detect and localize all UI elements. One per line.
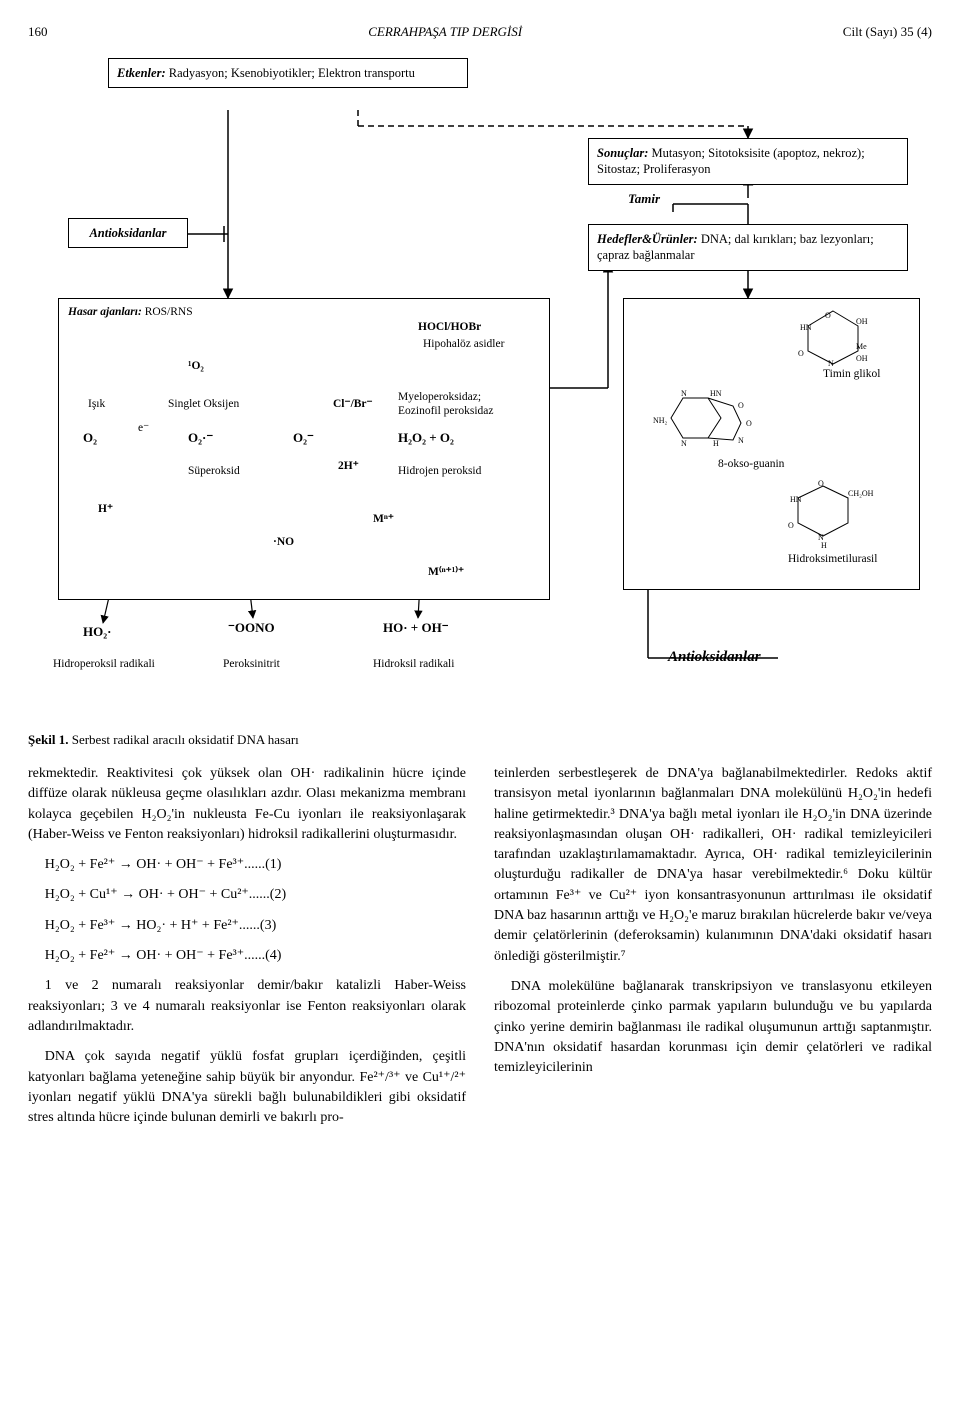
chem-no: ·NO: [273, 536, 294, 550]
molecule-hidroksimetilurasil: HN O CH₂OH O N H: [788, 478, 878, 548]
svg-text:NH₂: NH₂: [653, 416, 668, 425]
box-sonuclar: Sonuçlar: Mutasyon; Sitotoksisite (apopt…: [588, 138, 908, 185]
box-hedefler: Hedefler&Ürünler: DNA; dal kırıkları; ba…: [588, 224, 908, 271]
label-superoksid: Süperoksid: [188, 465, 240, 479]
label-timin: Timin glikol: [823, 368, 880, 382]
svg-text:O: O: [788, 521, 794, 530]
svg-text:O: O: [825, 311, 831, 320]
left-p3: DNA çok sayıda negatif yüklü fosfat grup…: [28, 1047, 466, 1128]
label-hidroksimetil: Hidroksimetilurasil: [788, 553, 877, 567]
chem-clbr: Cl⁻/Br⁻: [333, 398, 373, 412]
column-right: teinlerden serbestleşerek de DNA'ya bağl…: [494, 764, 932, 1138]
svg-text:H: H: [821, 541, 827, 548]
label-hidroperoksil: Hidroperoksil radikali: [53, 658, 155, 672]
svg-text:N: N: [828, 359, 834, 366]
eq2: H₂O₂ + Cu¹⁺ → OH· + OH⁻ + Cu²⁺......(2): [28, 885, 466, 905]
svg-text:OH: OH: [856, 354, 868, 363]
svg-text:HN: HN: [790, 495, 802, 504]
right-p1: teinlerden serbestleşerek de DNA'ya bağl…: [494, 764, 932, 967]
svg-text:HN: HN: [800, 323, 812, 332]
label-myeloperoksidaz: Myeloperoksidaz; Eozinofil peroksidaz: [398, 391, 493, 419]
caption-prefix: Şekil 1.: [28, 732, 72, 747]
label-peroksinitrit: Peroksinitrit: [223, 658, 280, 672]
chem-ho2: HO₂·: [83, 624, 111, 640]
chem-2h: 2H⁺: [338, 460, 359, 474]
column-left: rekmektedir. Reaktivitesi çok yüksek ola…: [28, 764, 466, 1138]
molecule-timin-glikol: HN O OH Me OH O N: [798, 306, 868, 366]
issue: Cilt (Sayı) 35 (4): [843, 24, 932, 40]
label-okso: 8-okso-guanin: [718, 458, 784, 472]
label-hasar-title: Hasar ajanları:: [68, 306, 142, 318]
label-hidrojen-peroksid: Hidrojen peroksid: [398, 465, 481, 479]
chem-mn: Mⁿ⁺: [373, 513, 394, 527]
svg-text:O: O: [746, 419, 752, 428]
label-hasar-body: ROS/RNS: [142, 306, 193, 318]
svg-text:N: N: [681, 439, 687, 448]
chem-oono: ⁻OONO: [228, 620, 275, 636]
label-singlet-oksijen: Singlet Oksijen: [168, 398, 239, 412]
chem-o2minus: O₂⁻: [293, 430, 314, 446]
svg-text:O: O: [818, 479, 824, 488]
svg-text:H: H: [713, 439, 719, 448]
molecule-okso-guanin: NH₂ N HN O N N H O: [653, 388, 763, 458]
svg-text:O: O: [738, 401, 744, 410]
eq3: H₂O₂ + Fe³⁺ → HO₂· + H⁺ + Fe²⁺......(3): [28, 916, 466, 936]
chem-hocl: HOCl/HOBr: [418, 321, 481, 335]
body-columns: rekmektedir. Reaktivitesi çok yüksek ola…: [28, 764, 932, 1138]
svg-text:Me: Me: [856, 342, 867, 351]
label-hidroksil: Hidroksil radikali: [373, 658, 454, 672]
label-hipohaloz: Hipohalöz asidler: [423, 338, 504, 352]
chem-o2dot: O₂·⁻: [188, 430, 213, 446]
svg-text:N: N: [681, 389, 687, 398]
chem-hplus: H⁺: [98, 503, 113, 517]
chem-hooh: HO· + OH⁻: [383, 620, 449, 636]
svg-text:HN: HN: [710, 389, 722, 398]
chem-h2o2: H₂O₂ + O₂: [398, 430, 454, 446]
page-header: 160 CERRAHPAŞA TIP DERGİSİ Cilt (Sayı) 3…: [28, 24, 932, 40]
journal-title: CERRAHPAŞA TIP DERGİSİ: [368, 24, 522, 40]
chem-o2: O₂: [83, 430, 97, 446]
caption-text: Serbest radikal aracılı oksidatif DNA ha…: [72, 732, 299, 747]
box-etkenler: Etkenler: Radyasyon; Ksenobiyotikler; El…: [108, 58, 468, 88]
left-p2: 1 ve 2 numaralı reaksiyonlar demir/bakır…: [28, 976, 466, 1037]
figure-diagram: Etkenler: Radyasyon; Ksenobiyotikler; El…: [28, 58, 932, 718]
chem-mn1: M⁽ⁿ⁺¹⁾⁺: [428, 566, 464, 580]
page-number: 160: [28, 24, 48, 40]
svg-text:O: O: [798, 349, 804, 358]
label-etkenler-body: Radyasyon; Ksenobiyotikler; Elektron tra…: [166, 66, 415, 80]
label-hasar-ajanlari: Hasar ajanları: ROS/RNS: [68, 306, 193, 320]
left-p1: rekmektedir. Reaktivitesi çok yüksek ola…: [28, 764, 466, 845]
label-tamir: Tamir: [628, 191, 660, 207]
chem-singlet-o2: ¹O₂: [188, 360, 204, 374]
chem-e: e⁻: [138, 422, 149, 436]
svg-text:CH₂OH: CH₂OH: [848, 489, 874, 498]
eq4: H₂O₂ + Fe²⁺ → OH· + OH⁻ + Fe³⁺......(4): [28, 946, 466, 966]
label-sonuclar-title: Sonuçlar:: [597, 146, 648, 160]
figure-caption: Şekil 1. Serbest radikal aracılı oksidat…: [28, 732, 932, 748]
svg-text:N: N: [738, 436, 744, 445]
label-etkenler-title: Etkenler:: [117, 66, 166, 80]
label-antioksidanlar-right: Antioksidanlar: [668, 648, 761, 666]
right-p2: DNA molekülüne bağlanarak transkripsiyon…: [494, 977, 932, 1078]
box-antioksidan-left: Antioksidanlar: [68, 218, 188, 248]
eq1: H₂O₂ + Fe²⁺ → OH· + OH⁻ + Fe³⁺......(1): [28, 855, 466, 875]
label-isik: Işık: [88, 398, 105, 412]
svg-text:OH: OH: [856, 317, 868, 326]
label-hedefler-title: Hedefler&Ürünler:: [597, 232, 698, 246]
